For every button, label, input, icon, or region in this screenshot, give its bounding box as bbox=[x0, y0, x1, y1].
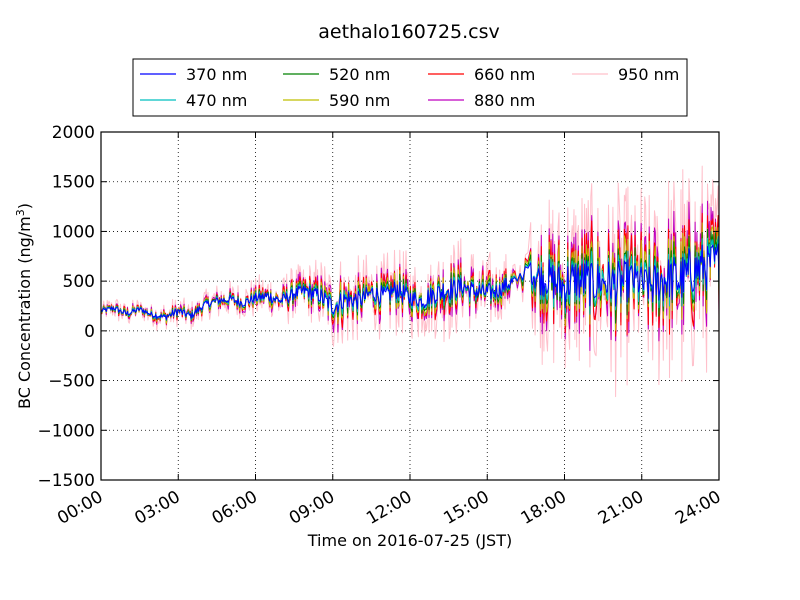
legend-label-950-nm: 950 nm bbox=[618, 65, 679, 84]
legend-label-660-nm: 660 nm bbox=[474, 65, 535, 84]
y-axis-label: BC Concentration (ng/m3) bbox=[14, 203, 35, 409]
legend-label-590-nm: 590 nm bbox=[329, 91, 390, 110]
x-tick-label-4: 12:00 bbox=[363, 487, 415, 529]
legend-label-880-nm: 880 nm bbox=[474, 91, 535, 110]
series-layer bbox=[100, 165, 720, 398]
y-tick-label-0: −1500 bbox=[37, 471, 95, 491]
legend-label-470-nm: 470 nm bbox=[186, 91, 247, 110]
x-tick-label-0: 00:00 bbox=[54, 487, 106, 529]
x-tick-label-5: 15:00 bbox=[440, 487, 492, 529]
legend-label-520-nm: 520 nm bbox=[329, 65, 390, 84]
y-tick-label-5: 1000 bbox=[52, 222, 95, 242]
chart-title: aethalo160725.csv bbox=[318, 21, 500, 43]
y-tick-label-4: 500 bbox=[63, 272, 95, 292]
axis-ticks bbox=[100, 131, 720, 481]
x-tick-label-1: 03:00 bbox=[131, 487, 183, 529]
x-axis-label: Time on 2016-07-25 (JST) bbox=[307, 531, 512, 550]
y-axis-label-main: BC Concentration (ng/m bbox=[15, 216, 34, 409]
x-tick-labels: 00:00 03:00 06:00 09:00 12:00 15:00 18:00 21:00… bbox=[54, 487, 724, 529]
legend: 370 nm 470 nm 520 nm 590 nm 660 nm 880 nm 950 … bbox=[132, 58, 688, 117]
x-tick-label-3: 09:00 bbox=[286, 487, 338, 529]
y-tick-label-7: 2000 bbox=[52, 123, 95, 143]
series-line-370-nm bbox=[100, 243, 720, 320]
y-tick-labels: −1500 −1000 −500 0 500 1000 1500 2000 bbox=[37, 123, 95, 491]
legend-box bbox=[132, 58, 688, 117]
x-tick-label-6: 18:00 bbox=[518, 487, 570, 529]
y-tick-label-6: 1500 bbox=[52, 173, 95, 193]
x-tick-label-2: 06:00 bbox=[209, 487, 261, 529]
y-axis-label-close: ) bbox=[15, 203, 34, 209]
y-tick-label-3: 0 bbox=[84, 322, 95, 342]
y-tick-label-1: −1000 bbox=[37, 421, 95, 441]
x-tick-label-7: 21:00 bbox=[595, 487, 647, 529]
x-tick-label-8: 24:00 bbox=[672, 487, 724, 529]
legend-label-370-nm: 370 nm bbox=[186, 65, 247, 84]
y-tick-label-2: −500 bbox=[48, 372, 95, 392]
y-axis-label-superscript: 3 bbox=[14, 209, 27, 216]
